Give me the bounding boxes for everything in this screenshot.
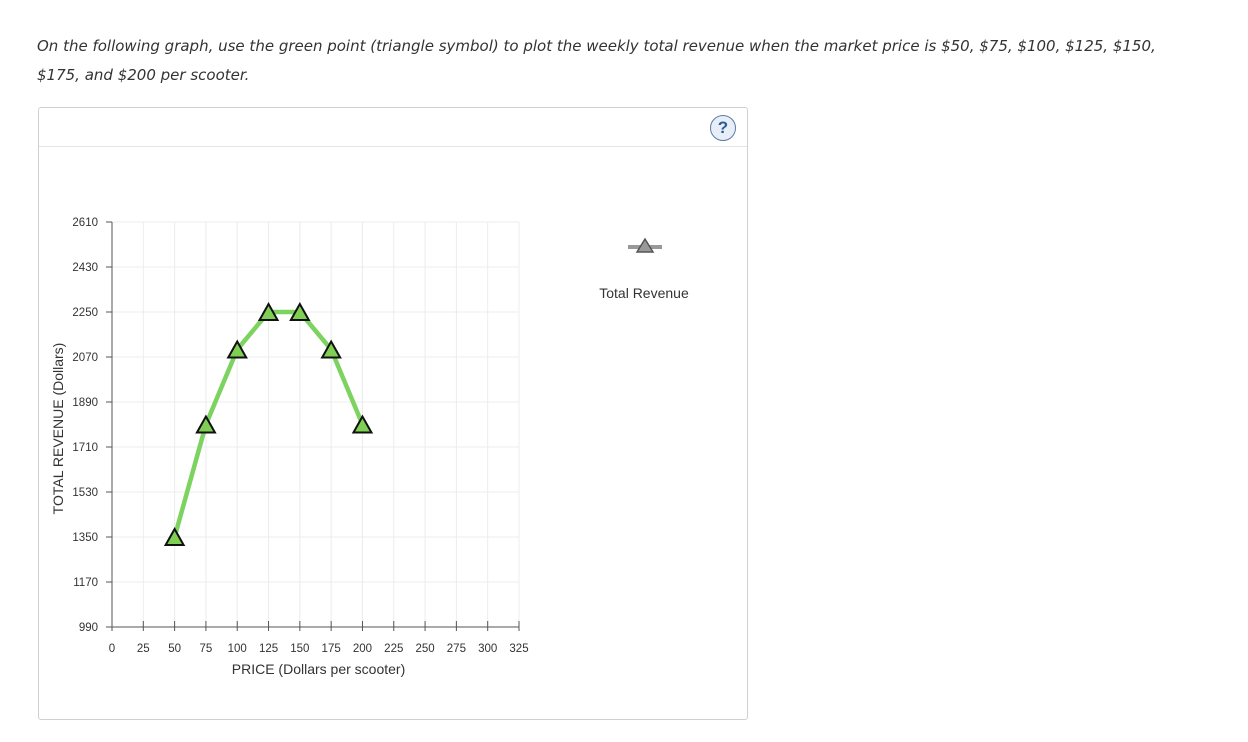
y-tick-label: 1350 (72, 532, 98, 544)
x-tick-label: 50 (168, 643, 181, 655)
y-tick-label: 990 (79, 622, 98, 634)
x-tick-label: 150 (290, 643, 309, 655)
legend-triangle-icon (635, 237, 655, 253)
graph-panel: ? (38, 107, 748, 720)
data-point-triangle[interactable] (257, 301, 280, 321)
data-point-triangle[interactable] (226, 339, 248, 359)
y-tick-label: 2610 (72, 217, 98, 229)
x-tick-label: 250 (415, 643, 434, 655)
graph-panel-header: ? (39, 108, 747, 147)
y-axis-title: TOTAL REVENUE (Dollars) (50, 343, 66, 515)
data-point-triangle[interactable] (163, 526, 186, 546)
y-tick-label: 1530 (72, 487, 98, 499)
x-tick-label: 75 (200, 643, 213, 655)
x-tick-label: 325 (509, 643, 528, 655)
x-tick-label: 225 (384, 643, 403, 655)
x-axis-title: PRICE (Dollars per scooter) (232, 661, 406, 677)
data-point-triangle[interactable] (320, 339, 342, 359)
x-tick-label: 125 (259, 643, 278, 655)
instructions-line-1: On the following graph, use the green po… (37, 37, 1156, 55)
legend-label: Total Revenue (599, 285, 689, 301)
instructions-text: On the following graph, use the green po… (37, 32, 1217, 90)
instructions-line-2: $175, and $200 per scooter. (37, 66, 250, 84)
x-tick-label: 0 (109, 643, 115, 655)
data-point-triangle[interactable] (351, 414, 374, 434)
x-tick-label: 25 (137, 643, 150, 655)
x-tick-label: 100 (228, 643, 247, 655)
data-point-triangle[interactable] (195, 414, 217, 434)
help-button[interactable]: ? (710, 115, 736, 141)
y-tick-label: 1890 (72, 397, 98, 409)
y-tick-label: 2070 (72, 352, 98, 364)
y-tick-label: 2250 (72, 307, 98, 319)
x-tick-label: 200 (353, 643, 372, 655)
legend: Total Revenue (599, 237, 689, 301)
axes: 990 1170 1350 1530 1710 1890 2070 2250 2430 2610 0… (50, 217, 529, 677)
x-tick-label: 300 (478, 643, 497, 655)
y-tick-label: 1170 (73, 577, 98, 589)
x-tick-label: 275 (447, 643, 466, 655)
data-point-triangle[interactable] (289, 301, 311, 321)
y-tick-label: 2430 (72, 262, 98, 274)
x-tick-label: 175 (322, 643, 341, 655)
y-tick-label: 1710 (72, 442, 98, 454)
series-total-revenue[interactable] (163, 301, 374, 546)
grid-lines (111, 221, 520, 628)
